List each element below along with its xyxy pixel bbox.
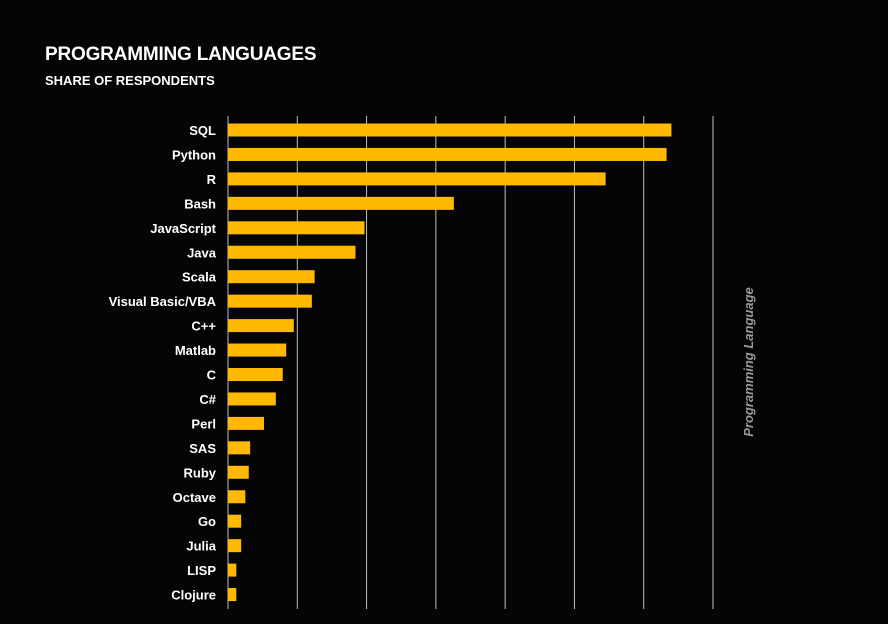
bar-r xyxy=(228,172,606,186)
bar-c- xyxy=(228,392,276,406)
chart-title: PROGRAMMING LANGUAGES xyxy=(45,44,317,65)
bar-c xyxy=(228,368,283,381)
bars xyxy=(228,123,672,602)
bar-matlab xyxy=(228,343,287,357)
bar-c- xyxy=(228,319,294,333)
category-label: C xyxy=(207,368,217,383)
category-label: Go xyxy=(198,514,216,529)
category-label: SQL xyxy=(189,123,216,138)
gridlines xyxy=(227,116,714,609)
bar-python xyxy=(228,147,667,161)
category-label: JavaScript xyxy=(150,221,216,236)
category-label: Scala xyxy=(182,270,217,285)
bar-visual-basic-vba xyxy=(228,294,312,308)
bar-clojure xyxy=(228,588,237,602)
chart-subtitle: SHARE OF RESPONDENTS xyxy=(45,73,215,88)
category-label: C++ xyxy=(191,319,216,334)
bar-lisp xyxy=(228,563,237,577)
axis-title: Programming Language xyxy=(741,287,756,437)
category-label: Perl xyxy=(191,416,216,431)
category-label: Matlab xyxy=(175,343,216,358)
category-labels: SQL Python R Bash JavaScript Java Scala Visual … xyxy=(109,123,217,603)
category-label: SAS xyxy=(189,441,216,456)
category-label: Visual Basic/VBA xyxy=(109,294,217,309)
category-label: Python xyxy=(172,147,216,162)
bar-bash xyxy=(228,196,454,210)
category-label: Clojure xyxy=(171,588,216,603)
bar-octave xyxy=(228,490,246,504)
bar-go xyxy=(228,514,242,528)
bar-julia xyxy=(228,539,242,553)
category-label: Julia xyxy=(186,539,216,554)
bar-sql xyxy=(228,123,672,137)
bar-perl xyxy=(228,416,265,430)
category-label: R xyxy=(207,172,217,187)
category-label: Ruby xyxy=(184,465,217,480)
category-label: Java xyxy=(187,245,217,260)
category-label: Bash xyxy=(184,196,216,211)
bar-scala xyxy=(228,270,315,284)
bar-java xyxy=(228,245,356,259)
bar-javascript xyxy=(228,221,365,235)
category-label: Octave xyxy=(173,490,216,505)
bar-ruby xyxy=(228,465,249,479)
category-label: C# xyxy=(199,392,216,407)
bar-sas xyxy=(228,441,251,455)
category-label: LISP xyxy=(187,563,216,578)
